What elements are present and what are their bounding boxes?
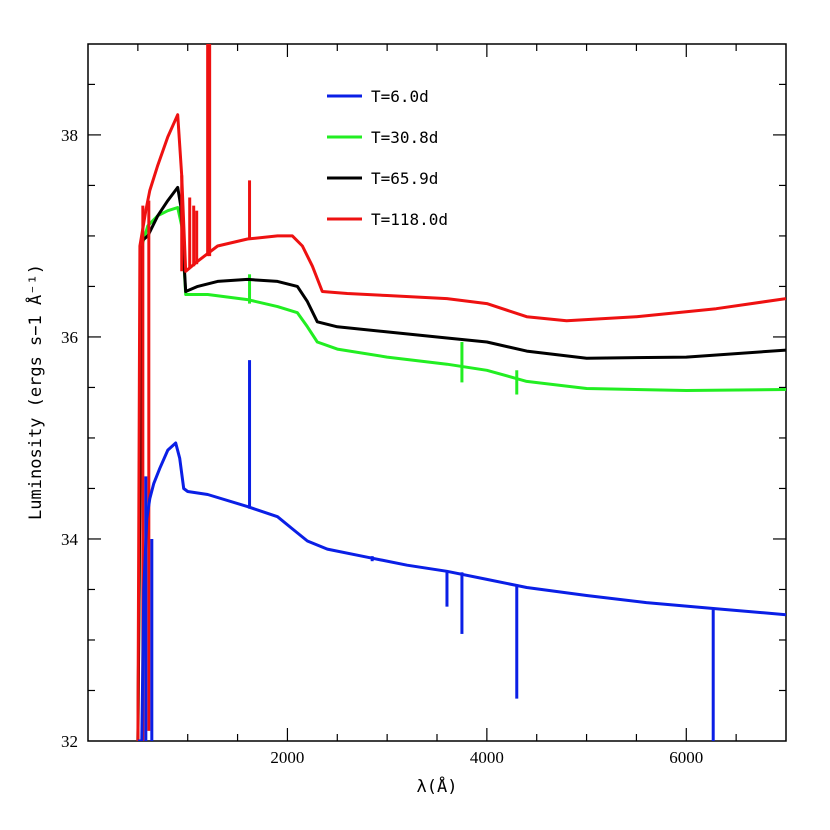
y-tick-label: 38 [61, 126, 78, 145]
tick-labels: 2000 4000 6000 32 34 36 38 [61, 126, 703, 767]
x-tick-label: 4000 [470, 748, 504, 767]
series-3 [136, 44, 786, 741]
y-tick-label: 34 [61, 530, 79, 549]
legend: T=6.0d T=30.8d T=65.9d T=118.0d [327, 87, 448, 229]
plot-frame [87, 43, 787, 742]
series-line [137, 441, 786, 741]
y-axis-label: Luminosity (ergs s−1 Å⁻¹) [24, 264, 46, 520]
x-tick-label: 6000 [669, 748, 703, 767]
legend-label: T=6.0d [371, 87, 429, 106]
series-1 [136, 206, 786, 741]
y-tick-label: 32 [61, 732, 78, 751]
series-line [136, 113, 786, 741]
legend-label: T=65.9d [371, 169, 438, 188]
axis-ticks [88, 44, 786, 741]
series-line [136, 185, 786, 741]
x-axis-label: λ(Å) [417, 775, 458, 797]
series-0 [137, 360, 786, 741]
legend-label: T=30.8d [371, 128, 438, 147]
series-2 [136, 185, 786, 741]
legend-label: T=118.0d [371, 210, 448, 229]
y-tick-label: 36 [61, 328, 78, 347]
series-layer [136, 44, 786, 741]
x-tick-label: 2000 [270, 748, 304, 767]
series-line [136, 206, 786, 741]
